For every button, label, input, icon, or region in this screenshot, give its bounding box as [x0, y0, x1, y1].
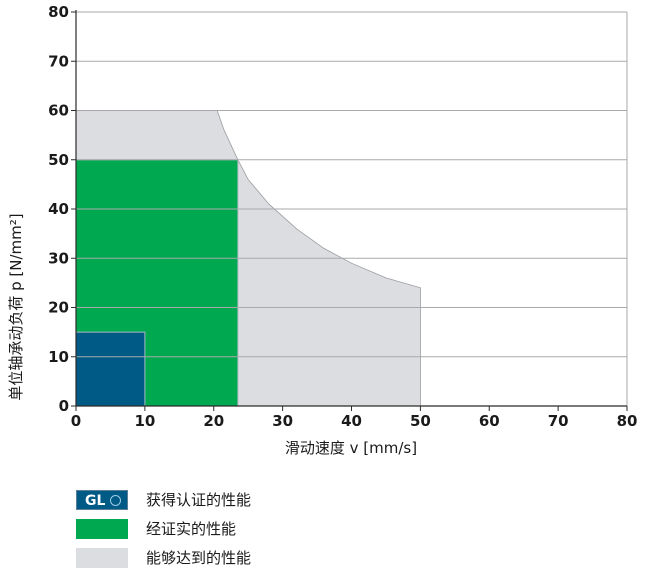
x-tick-label: 80 — [617, 412, 638, 430]
x-tick-label: 50 — [410, 412, 431, 430]
y-axis-ticks: 0 10 20 30 40 50 60 70 80 — [48, 3, 76, 415]
y-tick-label: 20 — [48, 299, 69, 317]
legend-label-proven: 经证实的性能 — [146, 520, 237, 538]
legend-swatch-proven — [76, 518, 128, 539]
chart: 0 10 20 30 40 50 60 70 80 0 10 20 30 40 50 60 70 80 滑动速度… — [7, 3, 638, 457]
legend-swatch-certified: GL — [76, 489, 128, 510]
legend-label-certified: 获得认证的性能 — [146, 491, 252, 509]
x-tick-label: 0 — [71, 412, 81, 430]
x-tick-label: 60 — [479, 412, 500, 430]
gl-badge-text: GL — [85, 492, 106, 509]
x-tick-label: 20 — [203, 412, 224, 430]
legend-label-achievable: 能够达到的性能 — [146, 549, 252, 567]
x-tick-label: 40 — [341, 412, 362, 430]
legend: GL 获得认证的性能 经证实的性能 能够达到的性能 — [76, 485, 251, 572]
y-tick-label: 30 — [48, 249, 69, 267]
y-tick-label: 10 — [48, 348, 69, 366]
y-tick-label: 0 — [59, 397, 69, 415]
legend-item-certified: GL 获得认证的性能 — [76, 485, 251, 514]
legend-item-proven: 经证实的性能 — [76, 514, 251, 543]
region-certified — [75, 331, 146, 407]
legend-swatch-achievable — [76, 547, 128, 568]
x-axis-label: 滑动速度 v [mm/s] — [285, 439, 417, 457]
gl-certification-icon — [110, 494, 121, 506]
x-tick-label: 70 — [548, 412, 569, 430]
y-tick-label: 60 — [48, 102, 69, 120]
y-tick-label: 80 — [48, 3, 69, 21]
x-tick-label: 30 — [272, 412, 293, 430]
x-tick-label: 10 — [134, 412, 155, 430]
gridlines — [76, 11, 628, 406]
x-axis-ticks: 0 10 20 30 40 50 60 70 80 — [71, 406, 638, 430]
y-tick-label: 40 — [48, 200, 69, 218]
y-tick-label: 70 — [48, 52, 69, 70]
legend-item-achievable: 能够达到的性能 — [76, 543, 251, 572]
y-axis-label: 单位轴承动负荷 p [N/mm²] — [7, 213, 25, 400]
y-tick-label: 50 — [48, 151, 69, 169]
